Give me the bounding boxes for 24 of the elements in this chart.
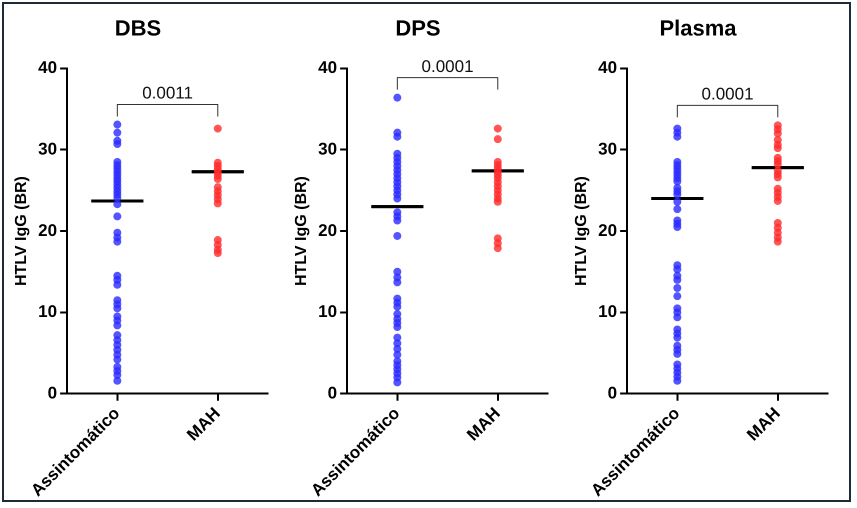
y-tick-label: 20 bbox=[598, 220, 618, 240]
y-tick-label: 20 bbox=[38, 220, 58, 240]
y-tick-label: 20 bbox=[318, 220, 338, 240]
y-axis-title: HTLV IgG (BR) bbox=[13, 176, 30, 286]
y-tick-label: 10 bbox=[598, 302, 618, 322]
y-axis-title: HTLV IgG (BR) bbox=[293, 176, 310, 286]
y-tick-label: 0 bbox=[48, 383, 58, 402]
y-axis-title: HTLV IgG (BR) bbox=[573, 176, 590, 286]
annotation: 0.0001 bbox=[422, 56, 474, 76]
y-tick-label: 30 bbox=[38, 139, 58, 158]
y-tick-label: 40 bbox=[598, 58, 618, 78]
y-tick-label: 10 bbox=[318, 302, 338, 322]
chart-title: DBS bbox=[114, 15, 162, 40]
y-tick-label: 0 bbox=[608, 383, 618, 402]
y-tick-label: 0 bbox=[328, 383, 338, 402]
y-tick-label: 30 bbox=[598, 139, 618, 158]
y-tick-label: 30 bbox=[318, 139, 338, 158]
annotation: 0.0001 bbox=[702, 84, 754, 104]
annotation: 0.0011 bbox=[142, 84, 193, 103]
y-tick-label: 40 bbox=[318, 58, 338, 78]
y-tick-label: 40 bbox=[38, 58, 58, 78]
y-tick-label: 10 bbox=[38, 302, 58, 322]
chart-title: Plasma bbox=[659, 15, 738, 40]
chart-title: DPS bbox=[395, 15, 441, 40]
